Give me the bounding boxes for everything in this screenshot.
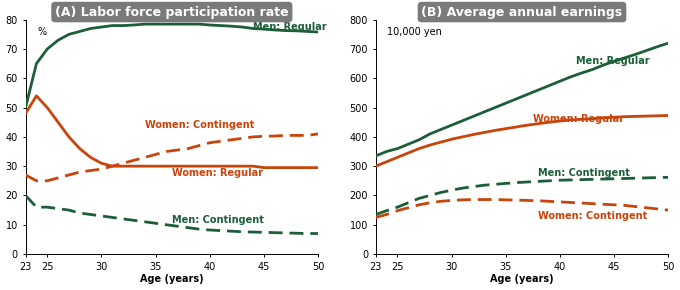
Title: (A) Labor force participation rate: (A) Labor force participation rate [55, 6, 288, 19]
Text: %: % [37, 27, 46, 37]
Text: 10,000 yen: 10,000 yen [388, 27, 442, 37]
Text: Men: Regular: Men: Regular [576, 56, 650, 66]
Text: Women: Contingent: Women: Contingent [539, 211, 647, 222]
Title: (B) Average annual earnings: (B) Average annual earnings [422, 6, 623, 19]
Text: Men: Contingent: Men: Contingent [172, 215, 264, 225]
Text: Men: Contingent: Men: Contingent [539, 168, 630, 177]
Text: Women: Regular: Women: Regular [172, 168, 263, 178]
X-axis label: Age (years): Age (years) [140, 274, 203, 284]
X-axis label: Age (years): Age (years) [490, 274, 554, 284]
Text: Women: Contingent: Women: Contingent [145, 120, 254, 130]
Text: Women: Regular: Women: Regular [533, 114, 624, 124]
Text: Men: Regular: Men: Regular [253, 22, 326, 32]
